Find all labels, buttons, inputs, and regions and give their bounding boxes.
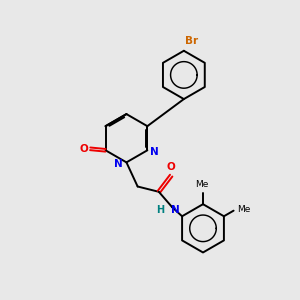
Text: H: H — [156, 205, 164, 215]
Text: N: N — [150, 147, 159, 157]
Text: Me: Me — [195, 181, 208, 190]
Text: Br: Br — [185, 36, 199, 46]
Text: O: O — [79, 144, 88, 154]
Text: N: N — [171, 205, 179, 215]
Text: O: O — [167, 162, 176, 172]
Text: N: N — [114, 159, 123, 169]
Text: Me: Me — [237, 205, 250, 214]
